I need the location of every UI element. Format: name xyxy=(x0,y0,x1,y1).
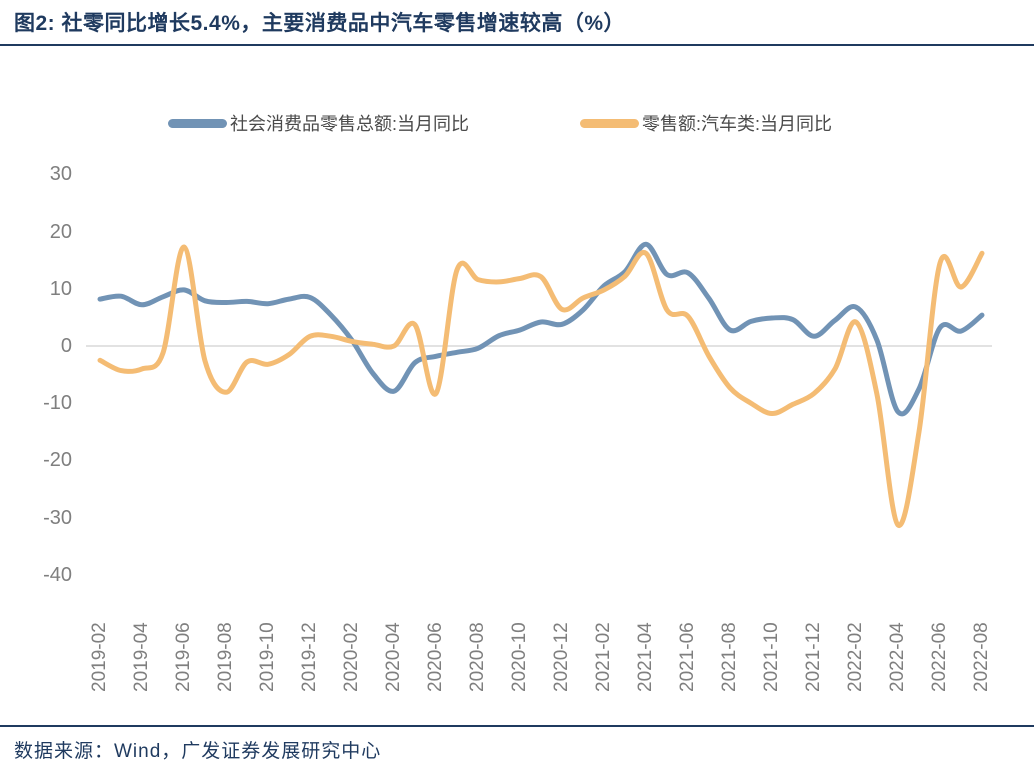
y-tick-label: -20 xyxy=(43,449,72,472)
x-tick-label: 2020-06 xyxy=(425,622,446,692)
legend-label-auto-retail: 零售额:汽车类:当月同比 xyxy=(642,114,833,134)
x-tick-label: 2022-04 xyxy=(887,622,908,692)
x-tick-label: 2021-10 xyxy=(761,622,782,692)
x-tick-label: 2020-02 xyxy=(341,622,362,692)
y-tick-label: 0 xyxy=(60,335,72,357)
x-tick-label: 2020-04 xyxy=(383,622,404,692)
x-tick-label: 2020-12 xyxy=(551,622,572,692)
y-tick-label: -40 xyxy=(43,563,72,586)
series-line-1 xyxy=(97,244,985,528)
x-tick-label: 2022-02 xyxy=(845,622,866,692)
x-tick-label: 2022-06 xyxy=(929,622,950,692)
legend-swatch-auto-retail xyxy=(580,118,639,128)
legend-item-retail-total: 社会消费品零售总额:当月同比 xyxy=(168,110,469,136)
data-source: 数据来源：Wind，广发证券发展研究中心 xyxy=(14,741,382,762)
x-tick-label: 2019-02 xyxy=(89,622,110,692)
legend-swatch-retail-total xyxy=(168,118,227,128)
legend-label-retail-total: 社会消费品零售总额:当月同比 xyxy=(230,114,469,134)
x-tick-label: 2022-08 xyxy=(971,622,992,692)
x-tick-label: 2019-06 xyxy=(173,622,194,692)
title-divider xyxy=(0,44,1034,46)
y-tick-label: 10 xyxy=(49,277,72,300)
x-tick-label: 2021-04 xyxy=(635,622,656,692)
y-tick-label: -30 xyxy=(43,506,72,529)
x-tick-label: 2019-12 xyxy=(299,622,320,692)
x-tick-label: 2021-12 xyxy=(803,622,824,692)
x-tick-label: 2021-02 xyxy=(593,622,614,692)
legend-item-auto-retail: 零售额:汽车类:当月同比 xyxy=(580,110,832,136)
x-tick-label: 2021-08 xyxy=(719,622,740,692)
x-tick-label: 2019-04 xyxy=(131,622,152,692)
series-line-0 xyxy=(97,241,985,417)
footer-divider xyxy=(0,725,1034,727)
y-tick-label: 20 xyxy=(49,220,72,243)
x-tick-label: 2019-08 xyxy=(215,622,236,692)
x-tick-label: 2019-10 xyxy=(257,622,278,692)
x-tick-label: 2020-08 xyxy=(467,622,488,692)
x-tick-label: 2021-06 xyxy=(677,622,698,692)
y-tick-label: 30 xyxy=(49,163,72,186)
figure-title: 图2: 社零同比增长5.4%，主要消费品中汽车零售增速较高（%） xyxy=(14,12,626,35)
y-tick-label: -10 xyxy=(43,392,72,415)
chart-legend: 社会消费品零售总额:当月同比 零售额:汽车类:当月同比 xyxy=(0,110,1034,136)
x-tick-label: 2020-10 xyxy=(509,622,530,692)
